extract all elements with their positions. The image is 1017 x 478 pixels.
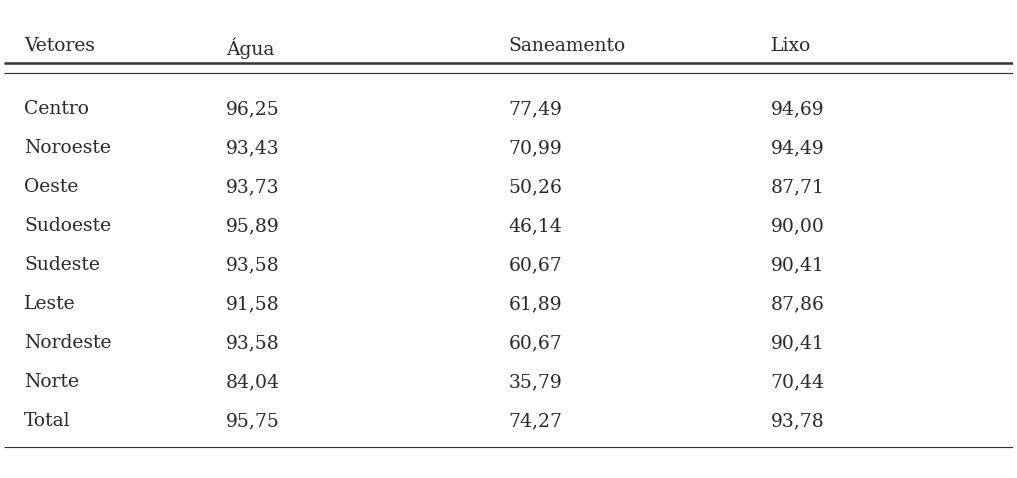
Text: Leste: Leste: [24, 295, 76, 314]
Text: 90,00: 90,00: [771, 217, 825, 235]
Text: 94,49: 94,49: [771, 140, 825, 157]
Text: Sudeste: Sudeste: [24, 256, 101, 274]
Text: 46,14: 46,14: [508, 217, 562, 235]
Text: 90,41: 90,41: [771, 256, 825, 274]
Text: 93,58: 93,58: [226, 334, 280, 352]
Text: 93,73: 93,73: [226, 178, 280, 196]
Text: 91,58: 91,58: [226, 295, 280, 314]
Text: 60,67: 60,67: [508, 334, 562, 352]
Text: 87,71: 87,71: [771, 178, 825, 196]
Text: 90,41: 90,41: [771, 334, 825, 352]
Text: 70,99: 70,99: [508, 140, 562, 157]
Text: 96,25: 96,25: [226, 100, 280, 119]
Text: Nordeste: Nordeste: [24, 334, 112, 352]
Text: Vetores: Vetores: [24, 37, 96, 55]
Text: 94,69: 94,69: [771, 100, 825, 119]
Text: 35,79: 35,79: [508, 373, 562, 391]
Text: Oeste: Oeste: [24, 178, 78, 196]
Text: Total: Total: [24, 413, 71, 430]
Text: Noroeste: Noroeste: [24, 140, 111, 157]
Text: 61,89: 61,89: [508, 295, 562, 314]
Text: 87,86: 87,86: [771, 295, 825, 314]
Text: 95,89: 95,89: [226, 217, 280, 235]
Text: 77,49: 77,49: [508, 100, 562, 119]
Text: 93,78: 93,78: [771, 413, 825, 430]
Text: Centro: Centro: [24, 100, 89, 119]
Text: 93,43: 93,43: [226, 140, 280, 157]
Text: Água: Água: [226, 37, 275, 58]
Text: 84,04: 84,04: [226, 373, 280, 391]
Text: 60,67: 60,67: [508, 256, 562, 274]
Text: 95,75: 95,75: [226, 413, 280, 430]
Text: Saneamento: Saneamento: [508, 37, 625, 55]
Text: 70,44: 70,44: [771, 373, 825, 391]
Text: Sudoeste: Sudoeste: [24, 217, 112, 235]
Text: 93,58: 93,58: [226, 256, 280, 274]
Text: 74,27: 74,27: [508, 413, 562, 430]
Text: Norte: Norte: [24, 373, 79, 391]
Text: Lixo: Lixo: [771, 37, 812, 55]
Text: 50,26: 50,26: [508, 178, 562, 196]
